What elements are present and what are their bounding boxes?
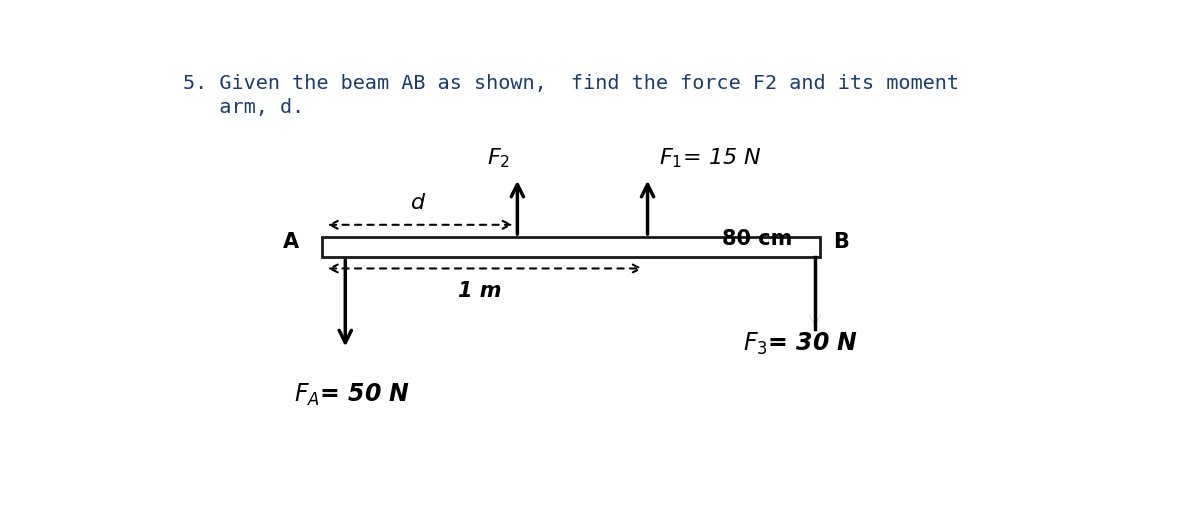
Bar xyxy=(322,237,820,258)
Text: arm, d.: arm, d. xyxy=(182,98,304,117)
Text: 80 cm: 80 cm xyxy=(722,229,792,249)
Text: 5. Given the beam AB as shown,  find the force F2 and its moment: 5. Given the beam AB as shown, find the … xyxy=(182,74,959,93)
Text: $F_3$= 30 N: $F_3$= 30 N xyxy=(743,331,858,357)
Text: A: A xyxy=(283,232,299,252)
Text: B: B xyxy=(834,232,850,252)
Text: 1 m: 1 m xyxy=(458,281,502,301)
Text: $F_2$: $F_2$ xyxy=(487,146,510,170)
Text: d: d xyxy=(410,192,425,213)
Text: $F_1$= 15 N: $F_1$= 15 N xyxy=(659,146,761,170)
Text: $F_A$= 50 N: $F_A$= 50 N xyxy=(294,382,410,408)
